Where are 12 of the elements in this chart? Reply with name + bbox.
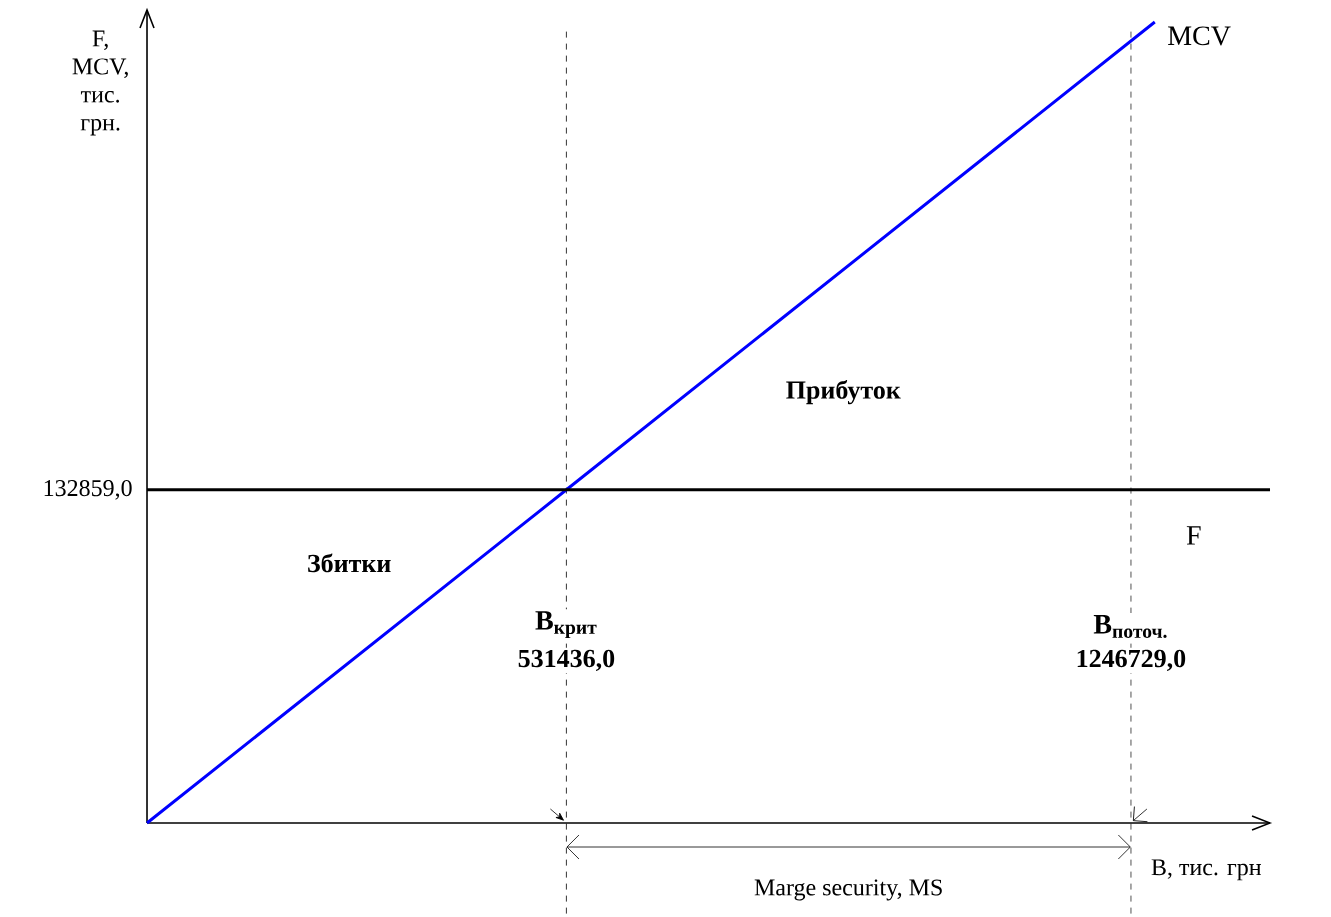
text: 132859,0: [44, 479, 132, 500]
series-label: F: [1186, 526, 1201, 545]
annotation: Збитки: [308, 553, 391, 573]
series-label: MCV: [1168, 26, 1231, 46]
text: Marge security, MS: [754, 879, 942, 901]
x-tick-label: 531436,0: [518, 649, 615, 672]
ref-line-label: В$_{крит}$: [535, 611, 597, 638]
x-tick-label: 1246729,0: [1077, 649, 1186, 672]
x-axis-title: В, тис. грн: [1151, 859, 1262, 881]
annotation: Прибуток: [786, 380, 901, 405]
y-axis-title: F, MCV, тис. грн.: [72, 30, 128, 136]
ref-line-label: В$_{поточ.}$: [1093, 615, 1167, 638]
